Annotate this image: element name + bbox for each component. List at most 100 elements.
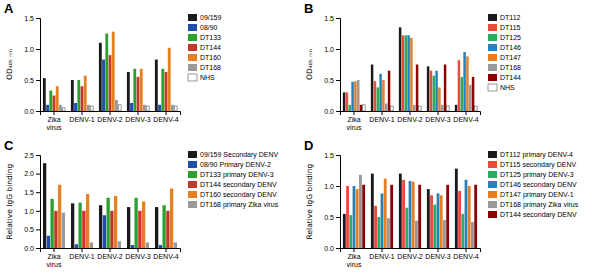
- legend-swatch: [188, 181, 197, 188]
- y-axis-line: [36, 19, 41, 112]
- legend-item: DT168 primary Zika virus: [488, 201, 579, 209]
- bar: [349, 105, 351, 111]
- x-axis-line: [341, 249, 481, 253]
- x-tick-label: DENV-1: [369, 253, 394, 260]
- legend: DT112 primary DENV-4DT115 secondary DENV…: [488, 151, 579, 219]
- panel: D0.00.51.01.5Relative IgG bindingZikavir…: [304, 138, 579, 268]
- bar: [379, 74, 381, 111]
- legend-swatch: [188, 151, 197, 158]
- legend-swatch: [488, 54, 497, 61]
- y-axis-title: Relative IgG binding: [5, 163, 14, 239]
- y-tick-mark: [336, 248, 340, 249]
- bar: [87, 105, 90, 111]
- legend-label: 09/159 Secondary DENV: [200, 151, 279, 159]
- bar: [356, 189, 359, 248]
- bars: [343, 27, 477, 111]
- y-tick-mark: [336, 186, 340, 187]
- bar: [441, 105, 443, 111]
- bar-series: [360, 65, 474, 112]
- bar: [447, 106, 449, 111]
- figure: A0.00.51.01.5OD₄₀₅ ₙₘZikavirusDENV-1DENV…: [0, 0, 600, 274]
- bar-series: [54, 211, 169, 248]
- bar: [343, 214, 346, 248]
- bar: [99, 205, 102, 248]
- bar: [407, 35, 409, 111]
- y-tick-mark: [36, 111, 40, 112]
- bar: [90, 106, 93, 111]
- x-tick-label: DENV-1: [369, 116, 394, 123]
- bar-series: [346, 180, 461, 248]
- bar: [43, 78, 46, 111]
- bar: [74, 103, 77, 111]
- bar: [475, 106, 477, 111]
- y-tick-label: 0.5: [324, 214, 334, 221]
- legend-swatch: [488, 201, 497, 208]
- bar: [458, 60, 460, 111]
- bar: [405, 35, 407, 111]
- legend-label: DT168: [200, 64, 221, 71]
- legend-swatch: [488, 14, 497, 21]
- bar-series: [359, 175, 474, 248]
- y-tick: 2.5: [24, 152, 40, 159]
- bar: [162, 205, 165, 248]
- bar: [115, 100, 118, 111]
- x-tick-mark: [438, 111, 439, 115]
- bar-series: [346, 35, 460, 111]
- y-tick: 1.0: [24, 46, 40, 53]
- x-tick: DENV-2: [97, 248, 122, 260]
- legend-swatch: [488, 171, 497, 178]
- legend-label: DT160: [200, 54, 221, 61]
- bar: [90, 242, 93, 248]
- y-tick-mark: [36, 211, 40, 212]
- x-tick: Zikavirus: [47, 111, 62, 131]
- y-tick-label: 1.5: [324, 152, 334, 159]
- bar-series: [58, 185, 173, 248]
- bar: [105, 34, 108, 112]
- legend-label: DT112: [500, 14, 521, 21]
- plot: 0.00.51.01.5OD₄₀₅ ₙₘZikavirusDENV-1DENV-…: [5, 14, 222, 131]
- x-tick-mark: [410, 111, 411, 115]
- y-tick-mark: [336, 217, 340, 218]
- y-tick-label: 1.0: [324, 46, 334, 53]
- legend-swatch: [188, 201, 197, 208]
- bar: [391, 106, 393, 111]
- legend-label: DT125 primary DENV-3: [500, 171, 574, 179]
- legend-item: DT147: [488, 54, 521, 61]
- legend-label: DT168: [500, 64, 521, 71]
- bar: [360, 105, 362, 111]
- y-tick-label: 0.0: [324, 245, 334, 252]
- x-tick: DENV-3: [425, 248, 450, 260]
- bar: [131, 245, 134, 248]
- bar-series: [46, 60, 161, 111]
- legend-label: DT144: [500, 74, 521, 81]
- bar: [112, 32, 115, 111]
- legend-swatch: [188, 44, 197, 51]
- x-tick: DENV-1: [69, 111, 94, 123]
- legend-item: NHS: [488, 84, 515, 91]
- y-tick: 1.5: [324, 15, 340, 22]
- x-tick: DENV-2: [397, 248, 422, 260]
- bar-series: [362, 185, 477, 248]
- legend-label: 08/90: [200, 24, 218, 31]
- legend-item: DT144 secondary DENV: [488, 211, 577, 219]
- bar: [346, 92, 348, 111]
- bar: [359, 175, 362, 248]
- legend-label: DT147 primary DENV-1: [500, 191, 574, 199]
- bar: [405, 208, 408, 248]
- y-axis-title: OD₄₀₅ ₙₘ: [5, 49, 14, 80]
- legend-swatch: [488, 84, 497, 91]
- y-tick-mark: [36, 248, 40, 249]
- legend-swatch: [188, 161, 197, 168]
- x-tick-label: DENV-1: [69, 253, 94, 260]
- bar: [159, 245, 162, 248]
- legend-swatch: [188, 191, 197, 198]
- bar-series: [354, 38, 468, 111]
- y-tick-label: 0.5: [24, 226, 34, 233]
- bar: [146, 106, 149, 111]
- bar-series: [343, 27, 457, 111]
- bar: [54, 211, 57, 248]
- legend-item: DT168 primary Zika virus: [188, 201, 279, 209]
- x-tick-label: DENV-4: [453, 253, 478, 260]
- x-tick-label: DENV-2: [97, 253, 122, 260]
- bar: [134, 198, 137, 248]
